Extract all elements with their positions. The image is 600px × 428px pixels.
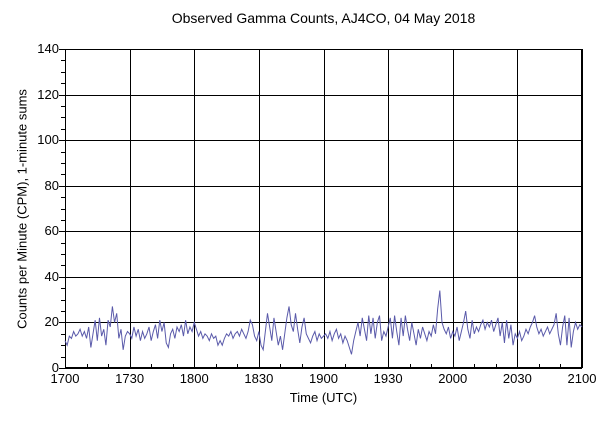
x-axis-title: Time (UTC): [289, 390, 358, 405]
x-tick-label: 1730: [115, 371, 145, 386]
y-tick-label: 60: [44, 223, 59, 239]
x-tick-label: 1930: [373, 371, 403, 386]
x-tick-label: 2000: [438, 371, 468, 386]
x-tick-label: 1700: [50, 371, 80, 386]
x-tick-label: 2030: [502, 371, 532, 386]
x-tick-label: 1830: [244, 371, 274, 386]
x-tick-label: 2100: [567, 371, 597, 386]
plot-border: [65, 49, 582, 368]
chart-title: Observed Gamma Counts, AJ4CO, 04 May 201…: [171, 10, 476, 26]
y-tick-label: 140: [37, 41, 59, 56]
x-tick-label: 1800: [179, 371, 209, 386]
y-tick-label: 20: [44, 314, 59, 330]
y-tick-label: 0: [51, 360, 59, 375]
data-series-line: [64, 290, 583, 355]
y-tick-label: 100: [37, 132, 59, 148]
y-tick-label: 120: [37, 86, 59, 102]
y-tick-label: 80: [44, 177, 59, 193]
x-tick-label: 1900: [309, 371, 338, 386]
y-tick-label: 40: [44, 268, 59, 284]
